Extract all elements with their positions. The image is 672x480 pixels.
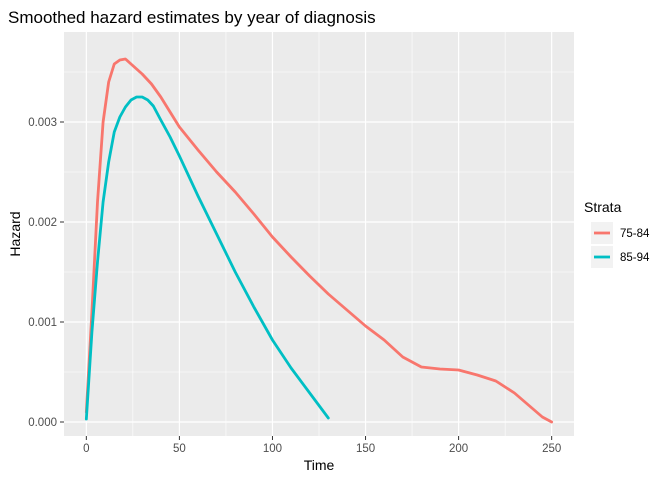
x-tick-label: 50 — [173, 443, 186, 455]
series-line-85-94 — [84, 95, 330, 421]
y-tick-label: 0.003 — [28, 117, 57, 129]
x-tick-label: 200 — [449, 443, 468, 455]
x-axis-ticks: 0 50 100 150 200 250 — [83, 436, 561, 455]
x-tick-label: 250 — [542, 443, 561, 455]
x-tick-label: 0 — [83, 443, 89, 455]
x-tick-label: 100 — [263, 443, 282, 455]
legend-label: 75-84 — [620, 228, 650, 240]
y-tick-label: 0.001 — [28, 317, 57, 329]
legend-label: 85-94 — [620, 252, 650, 264]
series-lines — [84, 57, 554, 424]
chart-title: Smoothed hazard estimates by year of dia… — [8, 8, 376, 27]
y-axis-title: Hazard — [7, 211, 23, 256]
legend: Strata 75-84 85-94 — [584, 199, 650, 268]
x-axis-title: Time — [304, 457, 335, 473]
series-line-75-84 — [84, 57, 554, 424]
legend-title: Strata — [584, 199, 622, 215]
y-axis-ticks: 0.000 0.001 0.002 0.003 — [28, 117, 64, 429]
y-tick-label: 0.002 — [28, 217, 57, 229]
grid-lines — [64, 32, 574, 436]
x-tick-label: 150 — [356, 443, 375, 455]
y-tick-label: 0.000 — [28, 417, 57, 429]
